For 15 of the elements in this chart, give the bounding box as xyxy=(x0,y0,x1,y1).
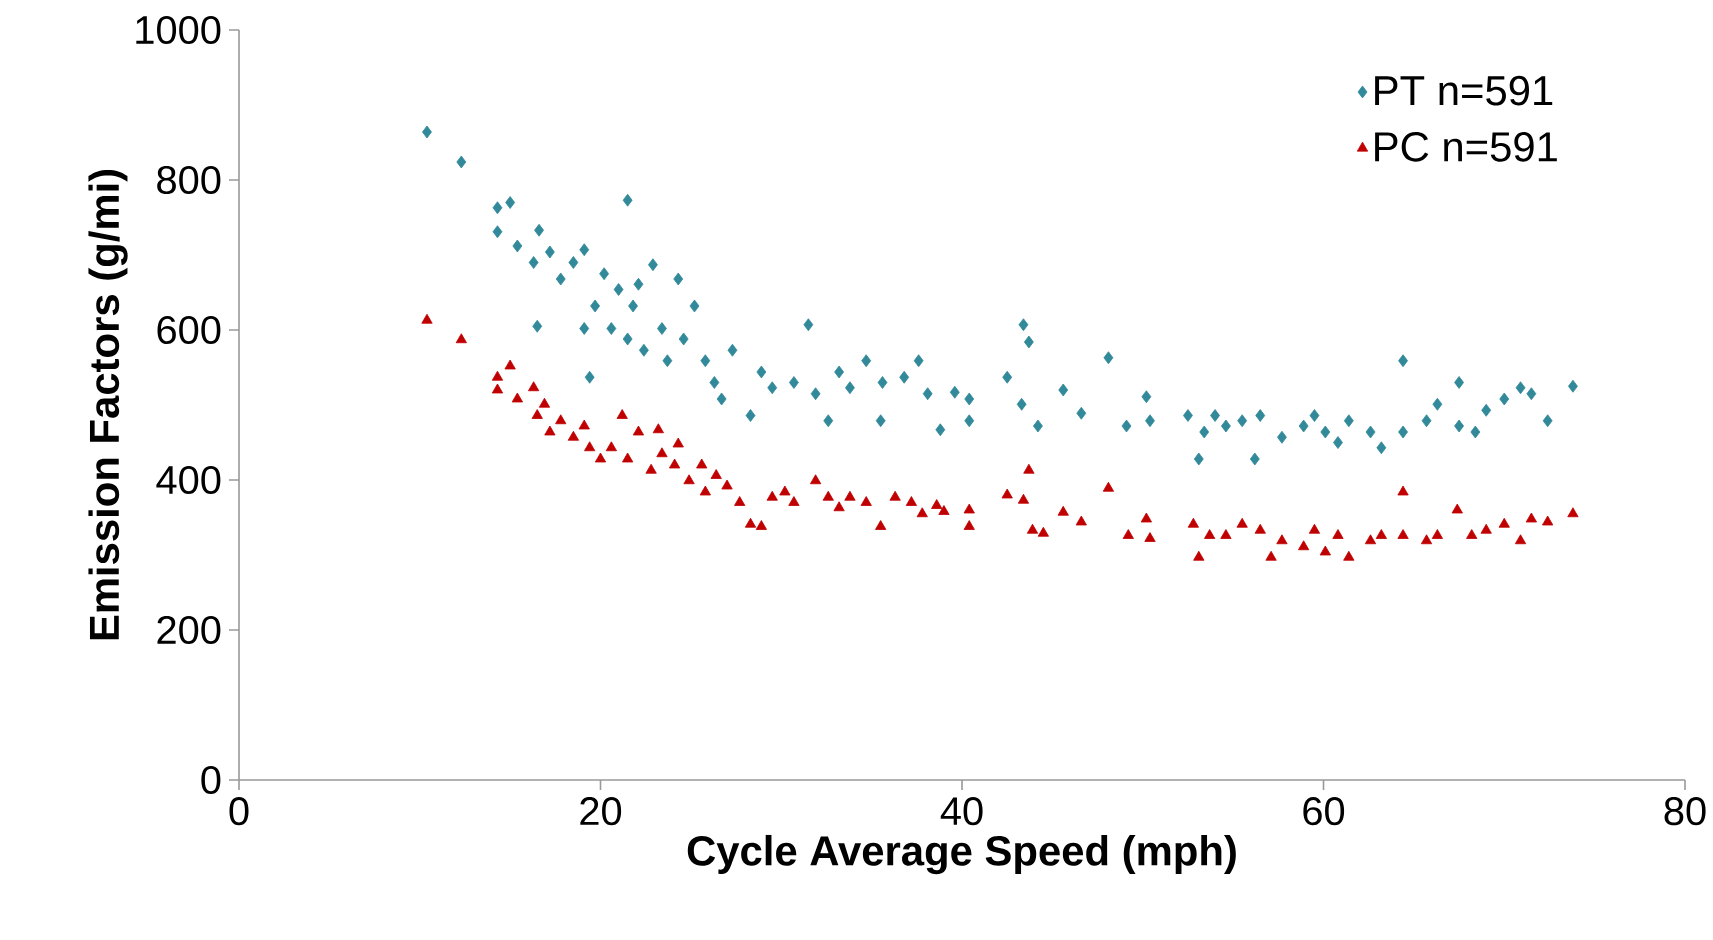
y-tick-label: 1000 xyxy=(136,15,221,45)
y-tick-label: 200 xyxy=(157,615,221,645)
y-tick-label: 600 xyxy=(157,315,221,345)
x-tick-label: 20 xyxy=(580,797,622,826)
x-tick-label: 60 xyxy=(1303,797,1345,826)
y-tick-label: 400 xyxy=(156,465,221,495)
legend-label: PC n=591 xyxy=(1375,132,1557,162)
y-tick-label: 800 xyxy=(157,165,221,195)
x-axis-title: Cycle Average Speed (mph) xyxy=(687,834,1236,875)
x-tick-label: 40 xyxy=(940,797,983,826)
y-tick-label: 0 xyxy=(201,765,221,795)
x-tick-label: 80 xyxy=(1664,797,1706,826)
y-axis-title: Emission Factors (g/mi) xyxy=(88,169,128,640)
legend-label: PT n=591 xyxy=(1375,75,1553,106)
x-tick-label: 0 xyxy=(229,797,249,826)
